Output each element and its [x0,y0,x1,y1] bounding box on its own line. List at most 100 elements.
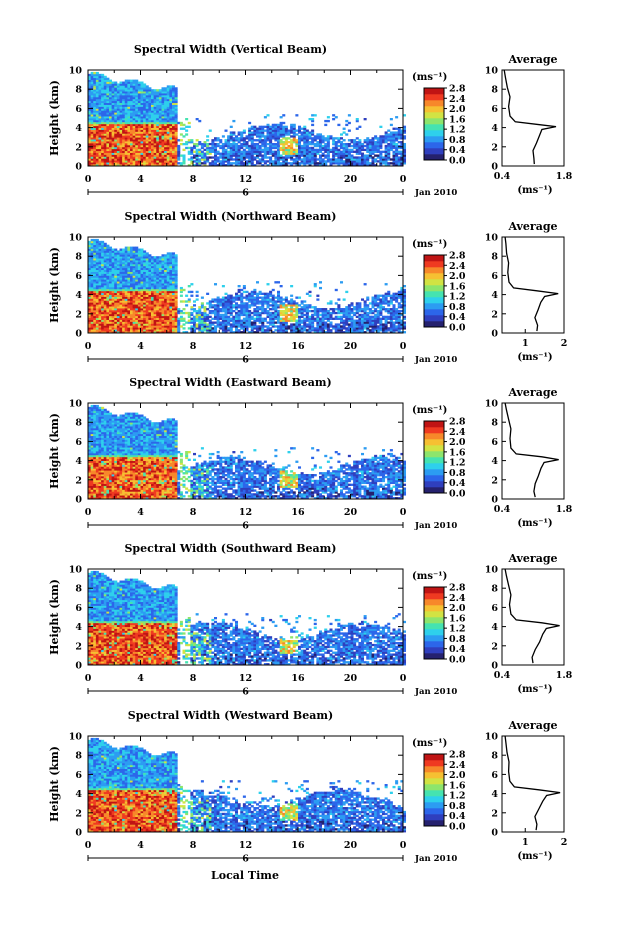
heatmap-cell [145,323,149,326]
heatmap-cell [400,162,404,165]
heatmap-cell [279,133,283,136]
heatmap-cell [137,148,141,152]
heatmap-cell [326,144,330,148]
heatmap-cell [169,144,173,148]
heatmap-cell [240,319,244,322]
heatmap-cell [266,129,270,132]
heatmap-cell [137,129,141,132]
heatmap-cell [403,127,407,130]
heatmap-cell [158,331,162,334]
heatmap-cell [172,142,176,146]
heatmap-cell [292,158,296,161]
heatmap-cell [324,160,328,163]
heatmap-cell [119,285,123,288]
heatmap-cell [95,304,99,307]
heatmap-cell [376,146,380,150]
day-label: 6 [242,188,249,199]
heatmap-cell [229,146,233,150]
heatmap-cell [145,89,149,92]
heatmap-cell [103,79,107,82]
heatmap-cell [93,238,97,242]
heatmap-cell [127,288,131,292]
heatmap-cell [145,160,149,163]
heatmap-cell [190,146,194,150]
heatmap-cell [324,137,328,140]
heatmap-cell [114,288,118,292]
heatmap-cell [326,119,330,123]
heatmap-cell [319,164,323,167]
heatmap-cell [161,118,165,121]
heatmap-cell [355,141,359,144]
heatmap-cell [308,156,312,159]
heatmap-cell [95,281,99,284]
heatmap-cell [90,323,94,326]
heatmap-cell [122,83,126,86]
heatmap-cell [98,263,102,267]
heatmap-cell [161,127,165,130]
heatmap-cell [93,246,97,249]
heatmap-cell [227,162,231,165]
heatmap-cell [235,150,239,153]
heatmap-cell [132,331,136,334]
heatmap-cell [156,298,160,301]
heatmap-cell [111,281,115,284]
heatmap-cell [153,98,157,102]
heatmap-cell [135,148,139,152]
heatmap-cell [116,108,120,111]
heatmap-cell [172,118,176,121]
heatmap-cell [140,108,144,111]
heatmap-cell [143,279,147,282]
heatmap-cell [169,108,173,111]
heatmap-cell [174,131,178,134]
heatmap-cell [93,258,97,261]
heatmap-cell [101,254,105,257]
heatmap-cell [140,269,144,272]
heatmap-cell [90,269,94,272]
heatmap-cell [156,94,160,98]
heatmap-cell [151,100,155,104]
heatmap-cell [119,104,123,107]
heatmap-cell [282,148,286,152]
heatmap-cell [143,329,147,332]
heatmap-cell [98,164,102,167]
heatmap-cell [353,144,357,148]
heatmap-cell [132,248,136,251]
heatmap-cell [371,156,375,159]
heatmap-cell [93,279,97,282]
heatmap-cell [95,260,99,263]
heatmap-cell [143,292,147,295]
heatmap-cell [145,142,149,146]
heatmap-cell [90,315,94,319]
heatmap-cell [101,87,105,90]
heatmap-cell [342,142,346,146]
heatmap-cell [145,254,149,257]
heatmap-cell [161,131,165,134]
heatmap-cell [124,273,128,276]
heatmap-cell [379,141,383,144]
heatmap-cell [145,121,149,125]
heatmap-cell [130,302,134,305]
heatmap-cell [311,160,315,163]
heatmap-cell [127,267,131,271]
heatmap-cell [148,258,152,261]
heatmap-cell [145,129,149,132]
heatmap-cell [337,123,341,127]
heatmap-cell [166,160,170,163]
heatmap-cell [106,294,110,297]
heatmap-cell [101,311,105,315]
heatmap-cell [95,302,99,305]
heatmap-cell [111,93,115,96]
heatmap-cell [148,93,152,96]
heatmap-cell [103,106,107,109]
heatmap-cell [95,238,99,242]
heatmap-cell [400,152,404,155]
heatmap-cell [332,139,336,142]
heatmap-cell [166,146,170,150]
heatmap-cell [151,271,155,274]
heatmap-cell [122,331,126,334]
heatmap-cell [277,160,281,163]
heatmap-cell [158,100,162,104]
heatmap-cell [116,311,120,315]
heatmap-cell [140,94,144,98]
heatmap-cell [151,148,155,152]
